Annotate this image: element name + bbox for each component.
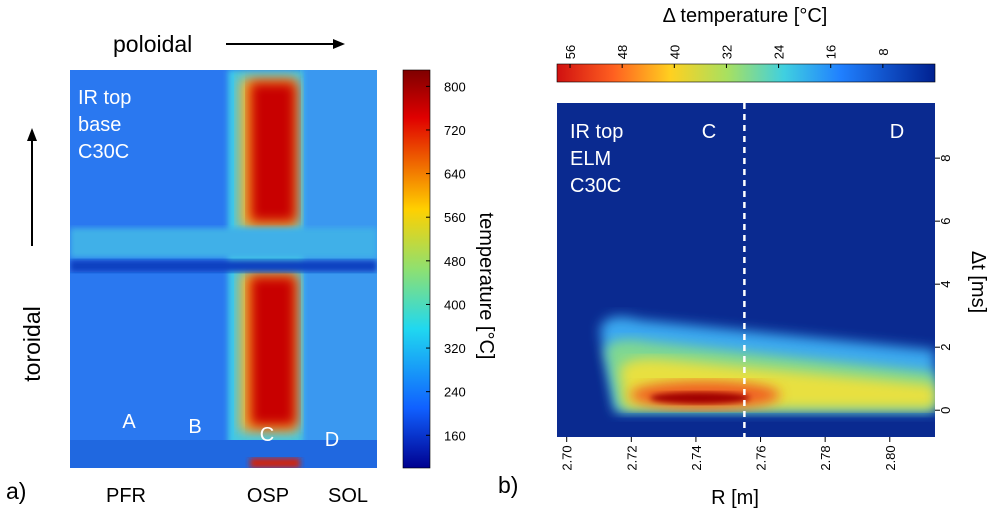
colorbar-tick-label: 320 xyxy=(444,341,466,356)
colorbar-tick-label: 24 xyxy=(772,45,787,59)
colorbar-tick-label: 56 xyxy=(563,45,578,59)
ir-image-b xyxy=(557,103,935,437)
colorbar-tick-label: 560 xyxy=(444,210,466,225)
x-label: PFR xyxy=(106,485,146,507)
ir-image-a xyxy=(70,70,377,468)
annotation: ELM xyxy=(570,148,611,170)
panel-label: b) xyxy=(498,472,518,498)
annotation: base xyxy=(78,114,121,136)
colorbar-title: temperature [°C] xyxy=(475,213,497,360)
arrow-head xyxy=(27,128,37,141)
region-label: C xyxy=(260,424,274,446)
colorbar-b xyxy=(556,63,936,83)
region-label: D xyxy=(325,429,339,451)
x-tick-label: 2.76 xyxy=(754,445,769,470)
colorbar-a xyxy=(402,69,431,469)
colorbar-tick-label: 800 xyxy=(444,79,466,94)
arrow-label: toroidal xyxy=(19,306,45,381)
x-axis-label: R [m] xyxy=(711,487,759,509)
y-tick-label: 0 xyxy=(938,407,953,414)
y-axis-label: Δt [ms] xyxy=(967,251,989,313)
colorbar-tick-label: 48 xyxy=(615,45,630,59)
x-tick-label: 2.80 xyxy=(883,445,898,470)
region-label: A xyxy=(122,411,136,433)
region-label: D xyxy=(890,121,904,143)
region-label: C xyxy=(702,121,716,143)
annotation: C30C xyxy=(570,175,621,197)
colorbar-tick-label: 16 xyxy=(824,45,839,59)
colorbar-tick-label: 40 xyxy=(667,45,682,59)
colorbar-tick-label: 8 xyxy=(876,48,891,55)
x-label: SOL xyxy=(328,485,368,507)
y-tick-label: 8 xyxy=(938,155,953,162)
x-tick-label: 2.70 xyxy=(560,445,575,470)
colorbar-title: Δ temperature [°C] xyxy=(663,5,828,27)
colorbar-tick-label: 32 xyxy=(719,45,734,59)
colorbar-tick-label: 400 xyxy=(444,297,466,312)
colorbar-tick-label: 160 xyxy=(444,428,466,443)
y-tick-label: 4 xyxy=(938,281,953,288)
y-tick-label: 2 xyxy=(938,344,953,351)
x-tick-label: 2.78 xyxy=(818,445,833,470)
y-tick-label: 6 xyxy=(938,218,953,225)
x-label: OSP xyxy=(247,485,289,507)
colorbar-tick-label: 640 xyxy=(444,167,466,182)
panel-label: a) xyxy=(6,478,26,504)
arrow-head xyxy=(333,39,345,49)
arrow-label: poloidal xyxy=(113,31,192,57)
annotation: C30C xyxy=(78,141,129,163)
x-tick-label: 2.72 xyxy=(624,445,639,470)
colorbar-tick-label: 480 xyxy=(444,254,466,269)
colorbar-tick-label: 240 xyxy=(444,385,466,400)
x-tick-label: 2.74 xyxy=(689,445,704,470)
annotation: IR top xyxy=(78,87,131,109)
annotation: IR top xyxy=(570,121,623,143)
region-label: B xyxy=(188,416,201,438)
colorbar-tick-label: 720 xyxy=(444,123,466,138)
